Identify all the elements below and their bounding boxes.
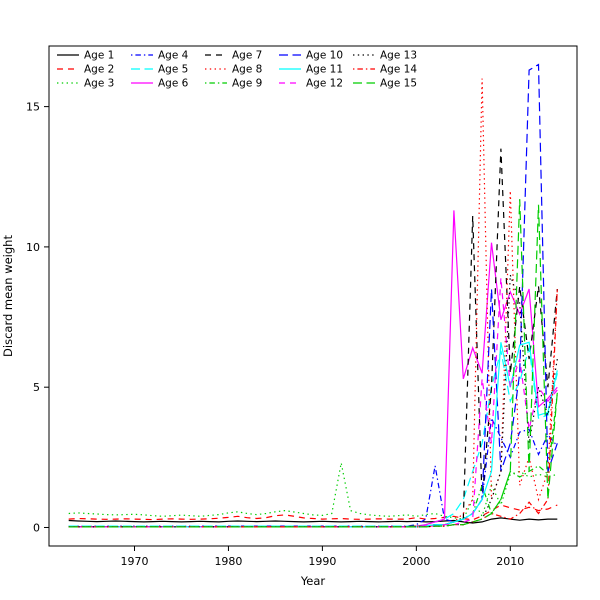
legend-label: Age 12: [306, 78, 343, 90]
legend-item: Age 7: [205, 50, 262, 62]
series-line-age-13: [68, 274, 558, 528]
legend-item: Age 1: [57, 50, 114, 62]
y-tick-label: 15: [26, 101, 40, 114]
series-line-age-12: [68, 277, 558, 528]
y-tick-label: 10: [26, 241, 40, 254]
legend-label: Age 15: [380, 78, 417, 90]
plot-border: [48, 45, 578, 547]
legend-label: Age 3: [84, 78, 114, 90]
x-tick-label: 1990: [308, 555, 336, 568]
y-axis-title: Discard mean weight: [1, 235, 15, 357]
legend-label: Age 9: [232, 78, 262, 90]
legend-item: Age 12: [279, 78, 343, 90]
legend-label: Age 13: [380, 50, 417, 62]
series-line-age-10: [68, 63, 558, 528]
y-tick-label: 0: [33, 521, 40, 534]
legend-label: Age 4: [158, 50, 189, 62]
x-tick-label: 2000: [402, 555, 430, 568]
legend-item: Age 6: [131, 78, 189, 90]
legend-item: Age 4: [131, 50, 189, 62]
legend-label: Age 14: [380, 64, 417, 76]
legend-label: Age 6: [158, 78, 189, 90]
series-line-age-5: [68, 347, 558, 527]
legend-item: Age 13: [353, 50, 417, 62]
x-axis-title: Year: [300, 574, 326, 588]
series-line-age-1: [68, 517, 558, 524]
series-line-age-3: [68, 462, 558, 520]
legend-item: Age 2: [57, 64, 114, 76]
legend: Age 1 Age 2 Age 3 Age 4 Age 5 Age 6 Age 7 Age 8…: [57, 50, 417, 90]
legend-label: Age 5: [158, 64, 188, 76]
series-line-age-2: [68, 504, 558, 521]
x-tick-label: 1970: [120, 555, 148, 568]
y-tick-label: 5: [33, 381, 40, 394]
legend-label: Age 7: [232, 50, 262, 62]
legend-item: Age 9: [205, 78, 262, 90]
x-tick-label: 1980: [214, 555, 242, 568]
legend-item: Age 14: [353, 64, 417, 76]
legend-label: Age 8: [232, 64, 262, 76]
series-line-age-14: [68, 288, 558, 528]
legend-item: Age 8: [205, 64, 262, 76]
legend-item: Age 11: [279, 64, 343, 76]
legend-item: Age 15: [353, 78, 417, 90]
legend-item: Age 10: [279, 50, 343, 62]
x-tick-label: 2010: [496, 555, 524, 568]
legend-item: Age 5: [131, 64, 188, 76]
series-line-age-15: [68, 199, 558, 528]
x-axis: 1970 1980 1990 2000 2010: [120, 546, 524, 568]
legend-label: Age 11: [306, 64, 343, 76]
legend-label: Age 2: [84, 64, 114, 76]
legend-label: Age 10: [306, 50, 343, 62]
legend-label: Age 1: [84, 50, 114, 62]
y-axis: 0 5 10 15: [26, 101, 49, 534]
series-lines: [68, 63, 558, 528]
legend-item: Age 3: [57, 78, 114, 90]
